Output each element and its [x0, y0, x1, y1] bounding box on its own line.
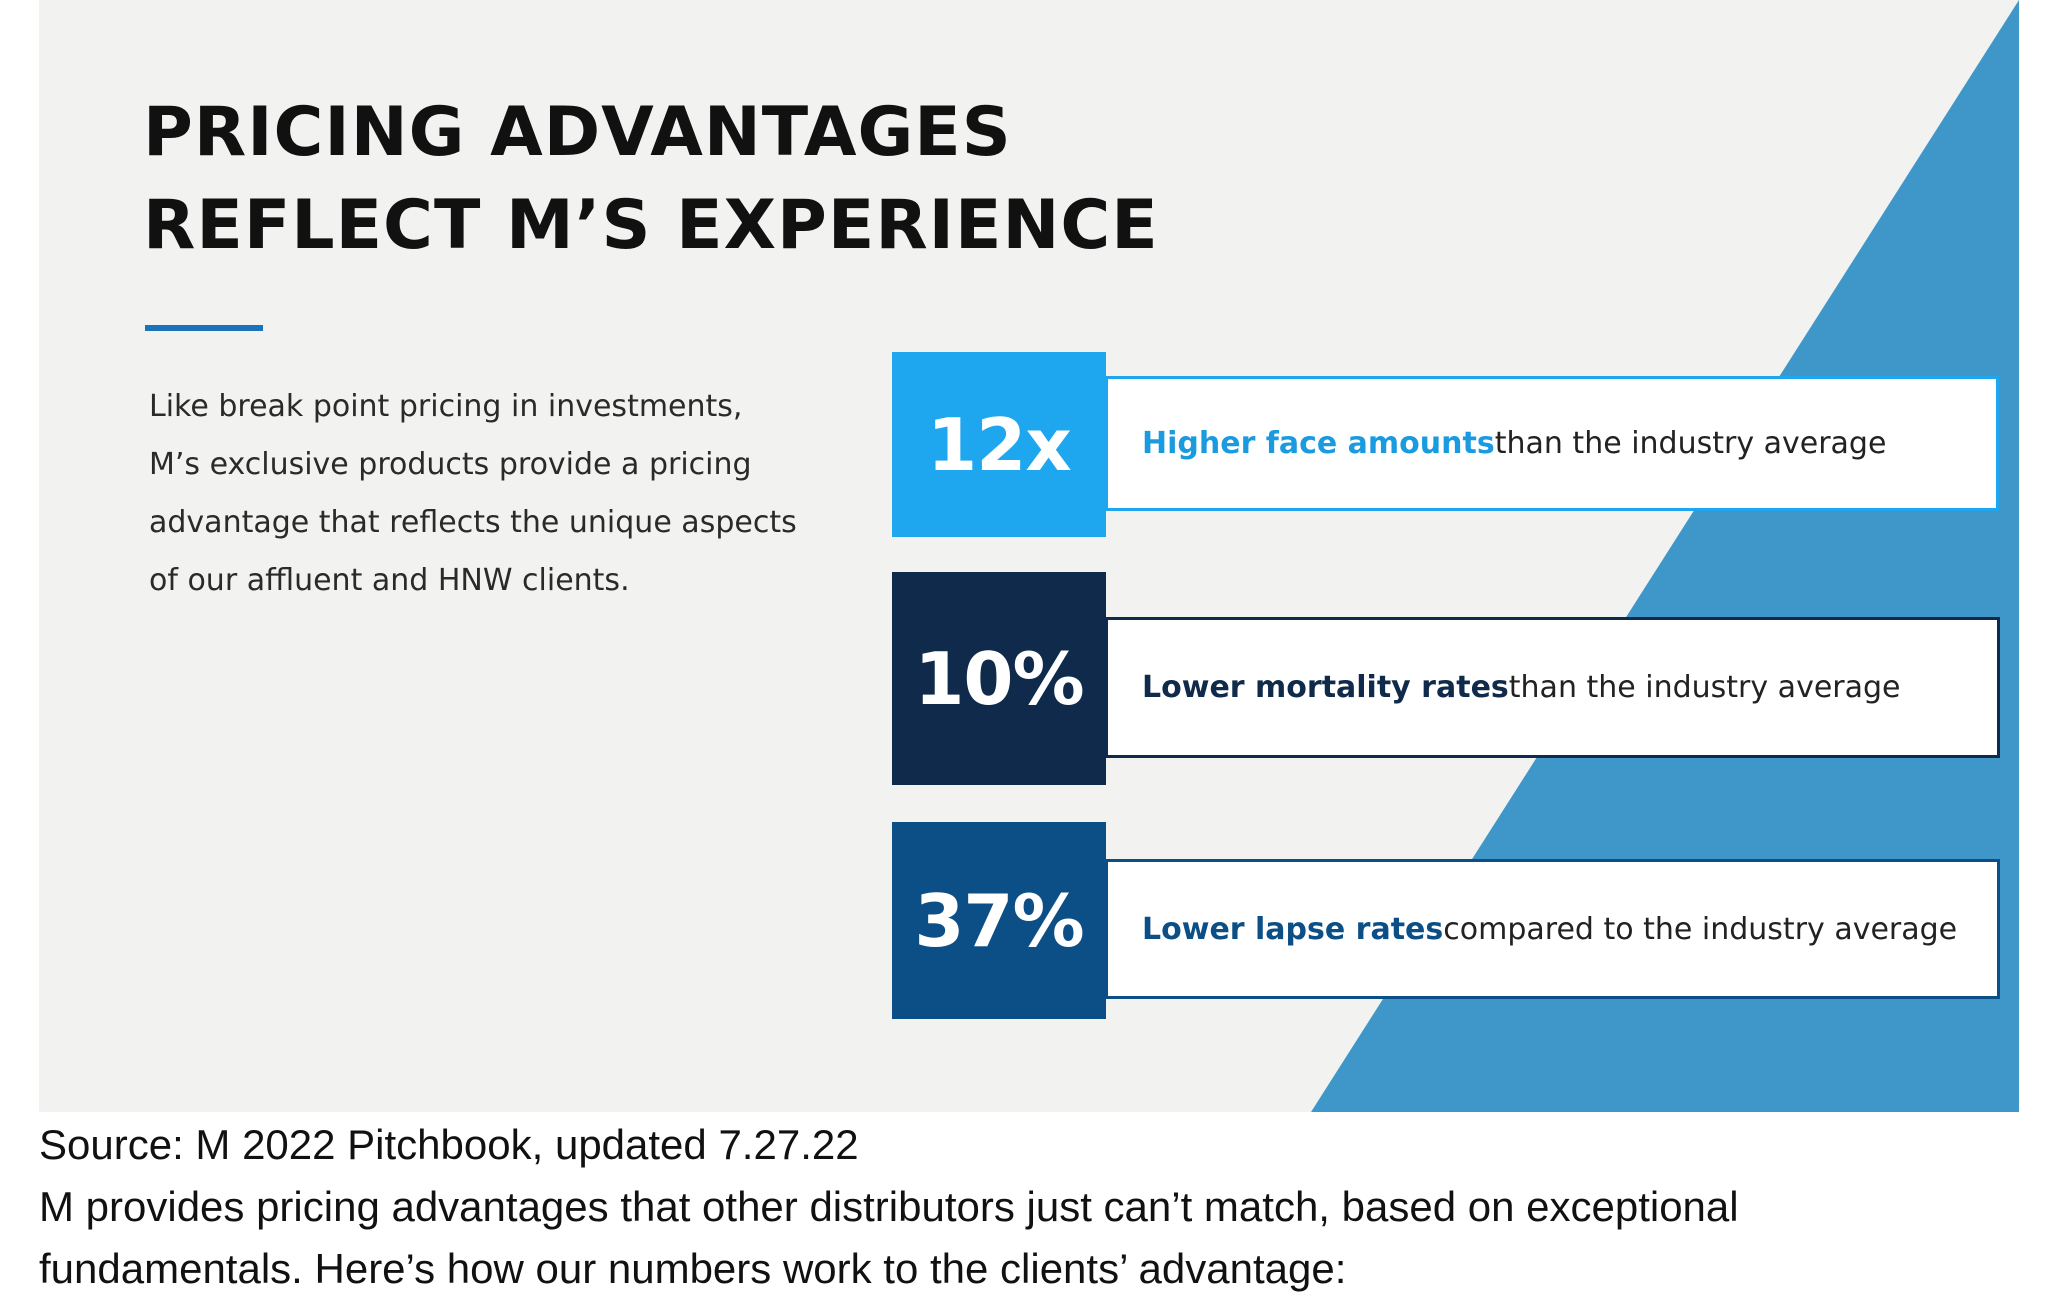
stat-card-face-amounts: Higher face amounts than the industry av… [1105, 376, 1999, 511]
stat-description: compared to the industry average [1443, 911, 1958, 947]
intro-line: of our affluent and HNW clients. [149, 563, 630, 598]
stat-value-box: 12x [892, 352, 1106, 537]
intro-line: M’s exclusive products provide a pricing [149, 447, 752, 482]
title-line-1: PRICING ADVANTAGES [143, 93, 1012, 172]
stat-highlight: Higher face amounts [1142, 426, 1495, 461]
stat-description: than the industry average [1494, 426, 1887, 461]
background-triangle [1311, 0, 2019, 1112]
stat-value-box: 37% [892, 822, 1106, 1019]
stat-value-box: 10% [892, 572, 1106, 785]
slide-title: PRICING ADVANTAGES REFLECT M’S EXPERIENC… [143, 86, 1159, 272]
title-line-2: REFLECT M’S EXPERIENCE [143, 186, 1159, 265]
accent-underline [145, 325, 263, 331]
caption-line: M provides pricing advantages that other… [39, 1183, 1739, 1230]
stat-highlight: Lower mortality rates [1142, 670, 1509, 705]
caption-block: Source: M 2022 Pitchbook, updated 7.27.2… [39, 1114, 2039, 1300]
source-line: Source: M 2022 Pitchbook, updated 7.27.2… [39, 1121, 859, 1168]
intro-paragraph: Like break point pricing in investments,… [149, 378, 849, 610]
stat-description: than the industry average [1508, 670, 1901, 705]
blue-triangle-shape [1311, 0, 2019, 1112]
stat-value: 37% [914, 878, 1084, 963]
stat-card-lapse: Lower lapse rates compared to the indust… [1105, 859, 2000, 999]
caption-line: fundamentals. Here’s how our numbers wor… [39, 1245, 1347, 1292]
stat-value: 12x [927, 402, 1072, 487]
stat-card-mortality: Lower mortality rates than the industry … [1105, 617, 2000, 758]
intro-line: Like break point pricing in investments, [149, 389, 743, 424]
intro-line: advantage that reflects the unique aspec… [149, 505, 797, 540]
slide: PRICING ADVANTAGES REFLECT M’S EXPERIENC… [39, 0, 2019, 1112]
stat-highlight: Lower lapse rates [1142, 911, 1444, 947]
stat-value: 10% [914, 636, 1084, 721]
